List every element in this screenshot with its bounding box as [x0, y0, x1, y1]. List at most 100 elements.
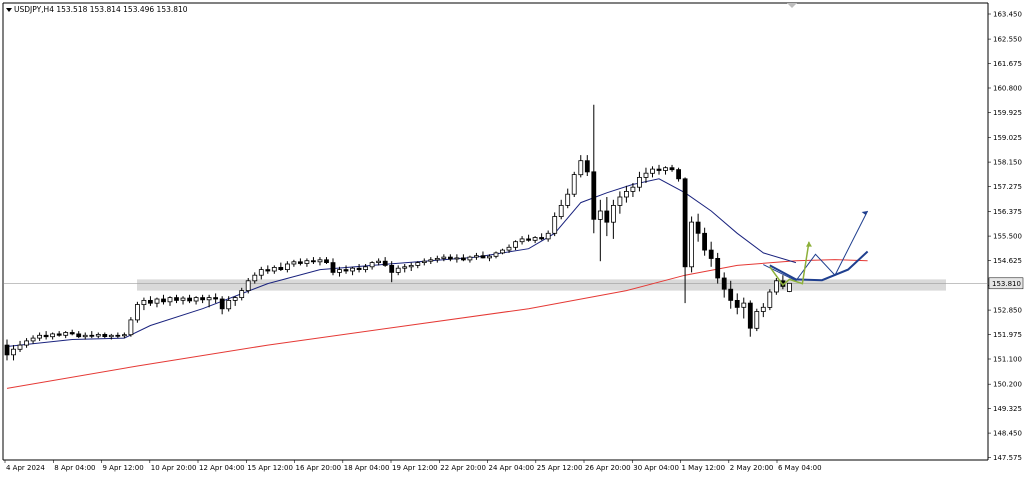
candle	[473, 252, 479, 260]
candle-body	[584, 160, 590, 173]
candle-body	[545, 232, 551, 240]
candle-body	[721, 277, 727, 290]
candle-body	[741, 302, 747, 308]
candle	[578, 155, 584, 178]
symbol-dropdown-icon[interactable]	[6, 8, 12, 12]
candle	[454, 254, 460, 263]
candle-body	[760, 306, 766, 312]
time-tick-label: 10 Apr 20:00	[151, 464, 197, 472]
candle-body	[389, 264, 395, 273]
candle-body	[637, 176, 642, 188]
candle	[558, 199, 564, 220]
candle-body	[519, 238, 525, 243]
candle-body	[578, 160, 584, 176]
candle	[721, 272, 727, 298]
price-tick-label: 160.800	[993, 85, 1022, 93]
candle-body	[460, 257, 466, 261]
candle-body	[324, 259, 329, 263]
candle-body	[454, 257, 460, 260]
forecast-primary-path[interactable]	[763, 210, 869, 282]
candle	[702, 227, 707, 256]
candle	[663, 166, 668, 175]
candle	[134, 301, 140, 323]
candle-body	[115, 334, 121, 337]
candle-body	[656, 168, 662, 171]
candle-body	[630, 186, 636, 192]
candle-body	[506, 246, 512, 251]
candle-body	[604, 210, 610, 223]
candle	[774, 278, 779, 295]
candle-body	[767, 291, 773, 308]
candle-body	[206, 297, 212, 301]
candle	[30, 335, 36, 344]
time-tick-label: 15 Apr 12:00	[247, 464, 293, 472]
current-price-label: 153.810	[992, 280, 1021, 288]
candle	[11, 345, 16, 361]
price-axis[interactable]: 163.450 162.550 161.675 160.800 159.925 159.0…	[988, 11, 1022, 463]
candle-body	[617, 196, 623, 206]
candle	[147, 296, 153, 306]
candle	[611, 199, 616, 239]
candle-body	[174, 297, 179, 301]
candle-body	[415, 262, 421, 266]
candle-body	[676, 169, 681, 180]
price-tick-label: 154.625	[993, 257, 1022, 265]
candle-body	[565, 193, 571, 206]
candle	[4, 339, 10, 361]
candle	[50, 332, 55, 340]
candle-body	[624, 190, 629, 198]
support-zone[interactable]	[137, 279, 946, 291]
forecast-alt-path[interactable]	[769, 241, 810, 287]
price-tick-label: 161.675	[993, 60, 1022, 68]
candle-body	[532, 237, 538, 241]
candle-body	[702, 232, 707, 251]
candle	[434, 255, 440, 263]
candle	[682, 177, 688, 304]
forecast-channel-line[interactable]	[769, 250, 869, 282]
candle	[637, 171, 642, 192]
candle	[219, 296, 225, 315]
candle-body	[291, 261, 297, 265]
fast-ma-line	[6, 178, 797, 347]
candle	[108, 333, 114, 340]
candle	[565, 188, 571, 209]
time-tick-label: 9 Apr 12:00	[103, 464, 144, 472]
time-tick-label: 12 Apr 04:00	[199, 464, 245, 472]
shift-marker-icon[interactable]	[787, 3, 797, 8]
candle	[265, 265, 271, 274]
current-price-tag: 153.810	[988, 277, 1024, 290]
candle-body	[271, 266, 277, 272]
time-axis[interactable]: 4 Apr 2024 8 Apr 04:00 9 Apr 12:00 10 Apr 2…	[4, 460, 822, 472]
candle	[167, 296, 173, 306]
price-tick-label: 149.325	[993, 405, 1022, 413]
candle-body	[187, 297, 193, 302]
candle-body	[4, 344, 10, 356]
candle	[232, 296, 238, 306]
candle-body	[402, 266, 408, 269]
candle-body	[728, 288, 734, 301]
time-tick-label: 6 May 04:00	[778, 464, 822, 472]
candle	[343, 265, 349, 274]
candle	[754, 308, 760, 332]
time-tick-label: 19 Apr 12:00	[392, 464, 438, 472]
candle	[493, 251, 499, 259]
candle	[376, 258, 382, 266]
candle	[689, 216, 694, 273]
slow-ma-line	[6, 259, 868, 389]
time-tick-label: 22 Apr 20:00	[440, 464, 486, 472]
candle	[506, 244, 512, 253]
candle	[369, 261, 375, 270]
candle	[447, 254, 453, 262]
candle-body	[747, 302, 753, 329]
forecast-drawings[interactable]	[763, 210, 869, 287]
candle-body	[154, 298, 160, 304]
candle-body	[734, 299, 740, 308]
candle-body	[754, 311, 760, 329]
price-tick-label: 163.450	[993, 11, 1022, 19]
candle-body	[363, 266, 369, 270]
candle	[760, 303, 766, 318]
candle-body	[24, 340, 30, 346]
candle	[284, 261, 290, 273]
